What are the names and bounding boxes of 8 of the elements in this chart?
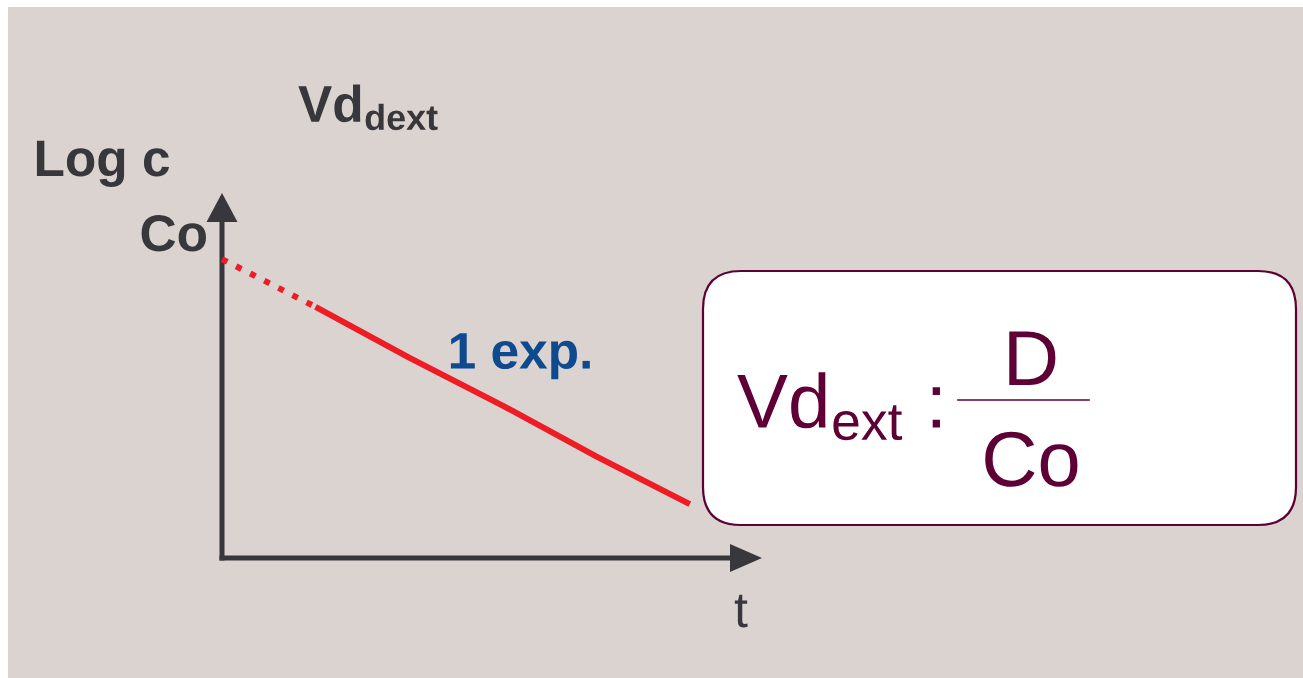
- text: Co: [141, 215, 206, 252]
- text: D: [1009, 331, 1056, 385]
- text: Vd$_{ext}$ :: [737, 372, 940, 441]
- y-axis-title: Log c: [36, 140, 170, 187]
- text: Co: [985, 431, 1078, 487]
- chart-title: Vd$_{dext}$: [298, 84, 438, 131]
- x-axis-title: t: [734, 594, 748, 628]
- series-label: 1 exp.: [450, 333, 590, 380]
